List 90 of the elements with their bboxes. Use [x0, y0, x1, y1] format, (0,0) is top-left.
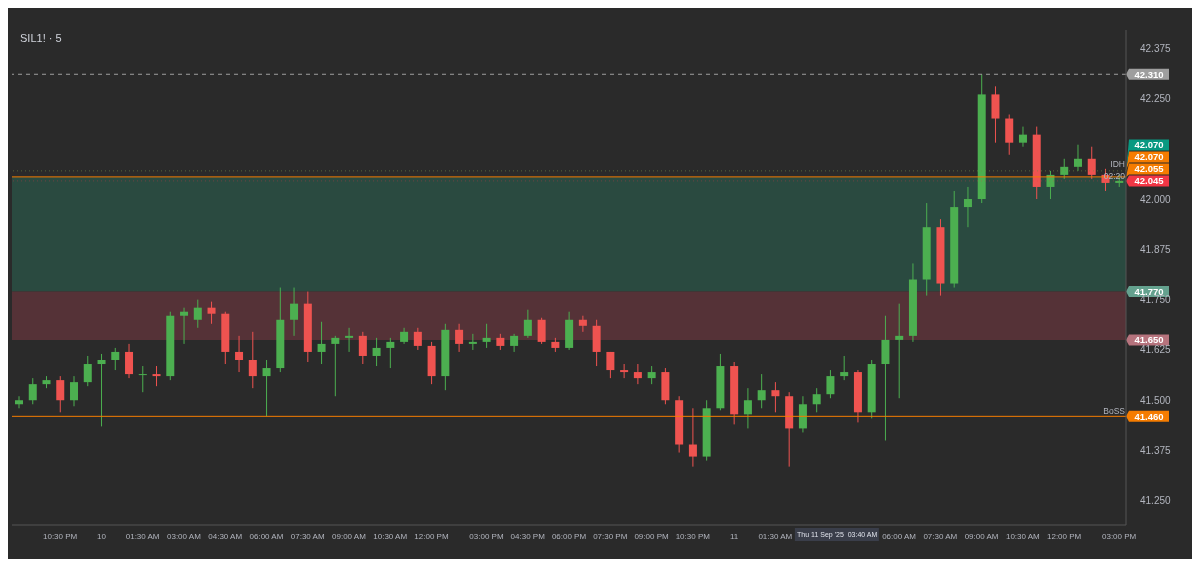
y-tick-label: 41.875	[1140, 243, 1172, 255]
candlestick	[620, 363, 629, 379]
y-tick-label: 42.250	[1140, 92, 1172, 104]
candlestick	[757, 373, 766, 409]
x-tick-label: 03:00 AM	[167, 531, 202, 541]
x-tick-label: 10:30 AM	[373, 531, 408, 541]
x-tick-label: 07:30 AM	[923, 531, 958, 541]
candlestick	[207, 301, 216, 325]
x-tick-label: 11	[729, 531, 739, 541]
y-tick-label: 41.375	[1140, 445, 1172, 457]
x-tick-label: 06:00 AM	[249, 531, 284, 541]
candlestick	[743, 387, 752, 429]
candlestick	[1060, 158, 1069, 180]
ref-line-label: 42.310	[1134, 68, 1164, 80]
candlestick	[826, 369, 835, 399]
candlestick	[290, 287, 299, 337]
annotation: IDH	[1110, 158, 1125, 169]
candlestick	[152, 365, 161, 387]
candlestick	[688, 407, 697, 468]
candlestick	[97, 353, 106, 427]
candlestick	[83, 355, 92, 387]
ref-line-label: 42.055	[1134, 163, 1165, 175]
chart-title: SIL1! · 5	[20, 32, 62, 44]
x-tick-label: 03:00 PM	[1102, 531, 1137, 541]
candlestick	[262, 359, 271, 417]
candlestick	[468, 333, 477, 351]
candlestick	[606, 351, 615, 379]
candlestick	[578, 315, 587, 333]
x-tick-label: 07:30 AM	[290, 531, 325, 541]
ref-line-label: 42.070	[1134, 151, 1164, 163]
candlestick	[235, 335, 244, 373]
candlestick	[180, 307, 189, 345]
y-tick-label: 42.000	[1140, 193, 1172, 205]
candlestick	[1073, 144, 1082, 172]
candlestick	[345, 327, 354, 353]
y-tick-label: 41.500	[1140, 394, 1172, 406]
candlestick	[56, 375, 65, 413]
x-tick-label: 04:30 AM	[208, 531, 243, 541]
candlestick	[138, 365, 147, 393]
y-tick-label: 41.250	[1140, 495, 1172, 507]
candlestick	[317, 321, 326, 365]
candlestick	[1087, 146, 1096, 180]
candlestick	[386, 337, 395, 369]
candlestick	[248, 331, 257, 389]
x-tick-label: 01:30 AM	[758, 531, 793, 541]
x-tick-label: 04:30 PM	[510, 531, 546, 541]
candlestick	[537, 317, 546, 345]
candlestick	[482, 323, 491, 349]
candlestick	[647, 365, 656, 385]
candlestick	[372, 337, 381, 367]
x-tick-label: 03:00 PM	[469, 531, 504, 541]
x-tick-label: 10	[96, 531, 107, 541]
x-tick-label: 01:30 AM	[125, 531, 160, 541]
candlestick	[895, 303, 904, 399]
x-tick-label: 12:00 PM	[1046, 531, 1082, 541]
candlestick	[523, 309, 532, 339]
candlestick	[15, 395, 23, 409]
ref-line-label: 41.460	[1134, 410, 1164, 422]
candlestick	[812, 387, 821, 413]
x-tick-label: 09:00 AM	[332, 531, 367, 541]
x-tick-label: 12:00 PM	[414, 531, 449, 541]
x-tick-label: 10:30 AM	[1005, 531, 1041, 541]
x-tick-label: 09:00 PM	[634, 531, 669, 541]
candlestick	[193, 299, 202, 329]
candlestick	[358, 331, 367, 365]
x-tick-label: 10:30 PM	[675, 531, 711, 541]
candlestick	[70, 375, 79, 407]
x-tick-label: 06:00 PM	[551, 531, 587, 541]
annotation: BoSS	[1103, 406, 1126, 417]
candlestick	[771, 381, 780, 413]
x-tick-label: 06:00 AM	[882, 531, 917, 541]
y-tick-label: 41.625	[1140, 344, 1172, 356]
x-tick-label: 10:30 PM	[43, 531, 78, 541]
candlestick	[840, 355, 849, 381]
candlestick	[510, 333, 519, 353]
ref-line-label: 42.070	[1134, 139, 1164, 151]
candlestick	[633, 363, 642, 385]
candlestick	[125, 343, 134, 379]
band-label: 41.650	[1134, 334, 1164, 346]
ref-line-label: 42.045	[1134, 175, 1165, 187]
candlestick	[28, 377, 37, 405]
x-tick-label: 09:00 AM	[964, 531, 999, 541]
y-tick-label: 42.375	[1140, 42, 1172, 54]
candlestick	[1018, 126, 1027, 148]
candlestick	[413, 327, 422, 351]
x-tick-label: 07:30 PM	[593, 531, 628, 541]
candlestick	[111, 347, 120, 371]
candlestick	[455, 323, 464, 353]
candlestick	[963, 186, 972, 228]
candlestick	[331, 335, 340, 397]
